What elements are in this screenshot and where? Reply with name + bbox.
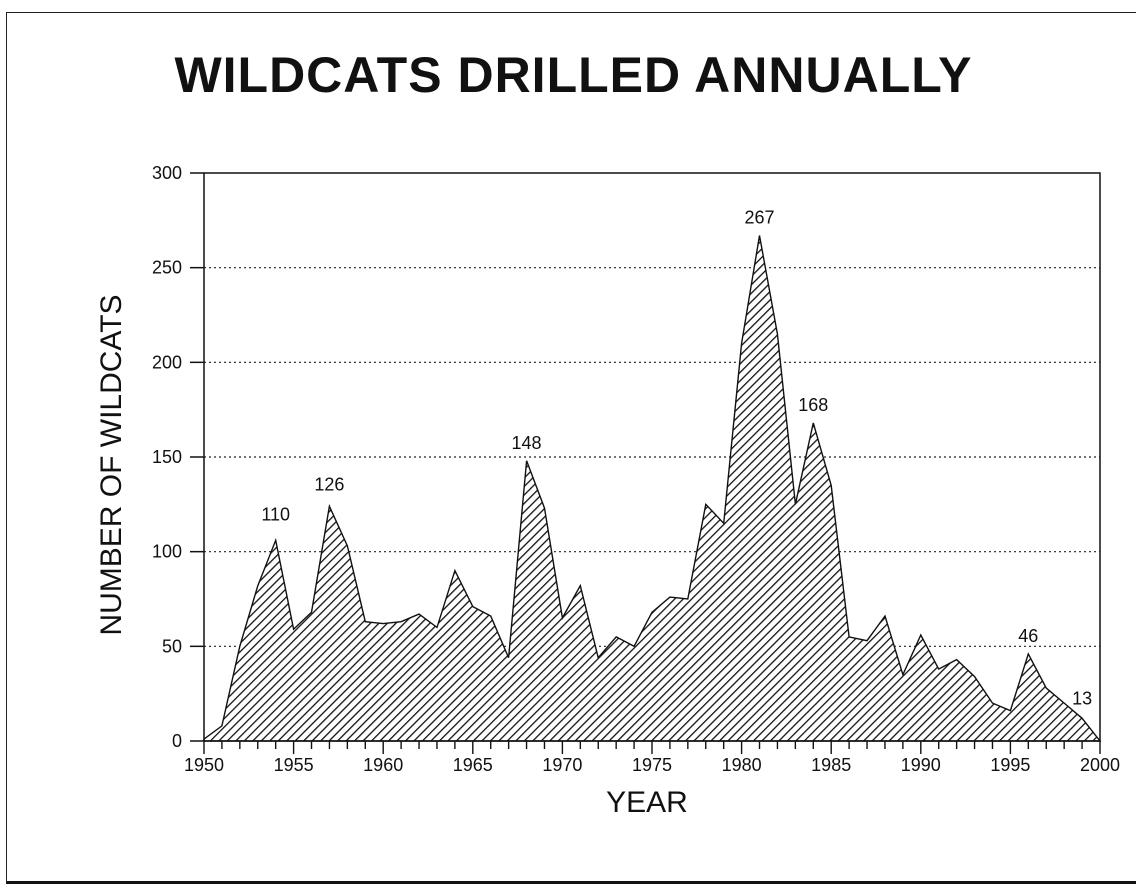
- y-tick-label: 300: [152, 163, 182, 183]
- chart-frame: [6, 12, 1136, 884]
- peak-label: 110: [261, 505, 290, 525]
- x-tick-label: 1995: [990, 755, 1030, 775]
- wildcats-area: [203, 235, 1102, 742]
- data-area: [203, 235, 1102, 742]
- peak-label: 168: [798, 395, 828, 415]
- peak-label: 13: [1072, 688, 1092, 708]
- y-tick-label: 50: [162, 636, 182, 656]
- annotations: 110 126 148 267 168 46 13: [261, 207, 1092, 708]
- axes: 0 50 100 150 200 250 300 1950 1955 1960 1965 1970 19…: [152, 163, 1120, 775]
- y-tick-label: 100: [152, 542, 182, 562]
- peak-label: 267: [744, 207, 774, 227]
- peak-label: 148: [512, 433, 542, 453]
- x-tick-label: 1980: [722, 755, 762, 775]
- x-tick-label: 1990: [901, 755, 941, 775]
- y-tick-label: 250: [152, 258, 182, 278]
- x-tick-label: 1950: [184, 755, 224, 775]
- peak-label: 126: [314, 474, 344, 494]
- y-axis-title: NUMBER OF WILDCATS: [95, 294, 128, 635]
- x-tick-label: 1970: [542, 755, 582, 775]
- x-tick-label: 1955: [274, 755, 314, 775]
- x-axis-title: YEAR: [606, 786, 688, 819]
- x-tick-label: 1985: [811, 755, 851, 775]
- x-tick-label: 1960: [363, 755, 403, 775]
- x-tick-label: 1965: [453, 755, 493, 775]
- peak-label: 46: [1018, 626, 1038, 646]
- x-tick-label: 2000: [1080, 755, 1120, 775]
- x-tick-label: 1975: [632, 755, 672, 775]
- y-tick-label: 150: [152, 447, 182, 467]
- y-tick-label: 0: [172, 731, 182, 751]
- gridlines: [204, 267, 1100, 647]
- y-tick-label: 200: [152, 352, 182, 372]
- chart-title: WILDCATS DRILLED ANNUALLY: [174, 47, 973, 103]
